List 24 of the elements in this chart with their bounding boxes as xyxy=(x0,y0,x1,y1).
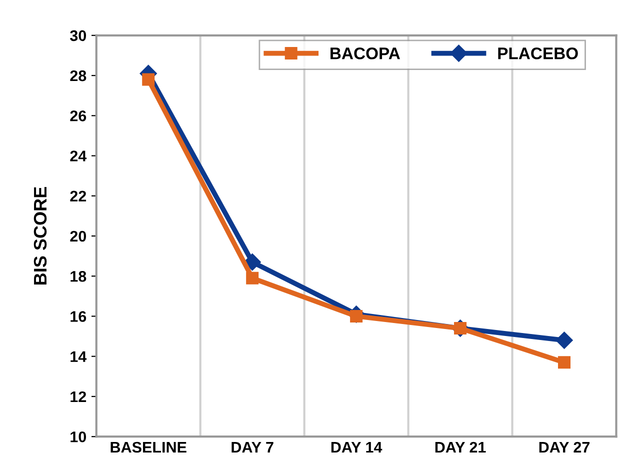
y-tick-label: 30 xyxy=(70,30,86,42)
x-tick-label: DAY 27 xyxy=(539,442,590,453)
x-tick-label: DAY 14 xyxy=(331,442,382,453)
y-tick-label: 10 xyxy=(70,431,86,442)
point xyxy=(558,356,571,369)
y-tick-label: 26 xyxy=(70,110,86,122)
y-axis-title: BIS SCORE xyxy=(34,187,47,284)
y-tick-label: 28 xyxy=(70,70,86,82)
point xyxy=(556,332,573,349)
legend-label: BACOPA xyxy=(330,48,400,60)
y-tick-label: 12 xyxy=(70,391,86,402)
point xyxy=(142,73,155,86)
legend-label: PLACEBO xyxy=(498,48,578,60)
y-tick-label: 22 xyxy=(70,190,86,202)
y-tick-label: 16 xyxy=(70,311,86,322)
y-tick-label: 18 xyxy=(70,270,86,282)
x-tick-label: DAY 7 xyxy=(232,442,274,453)
y-tick-label: 24 xyxy=(70,150,87,162)
point xyxy=(246,272,259,284)
x-tick-label: DAY 21 xyxy=(435,442,486,453)
y-tick-label: 20 xyxy=(70,230,86,242)
x-tick-label: BASELINE xyxy=(110,442,186,453)
point xyxy=(244,254,261,271)
y-tick-label: 14 xyxy=(70,351,87,362)
